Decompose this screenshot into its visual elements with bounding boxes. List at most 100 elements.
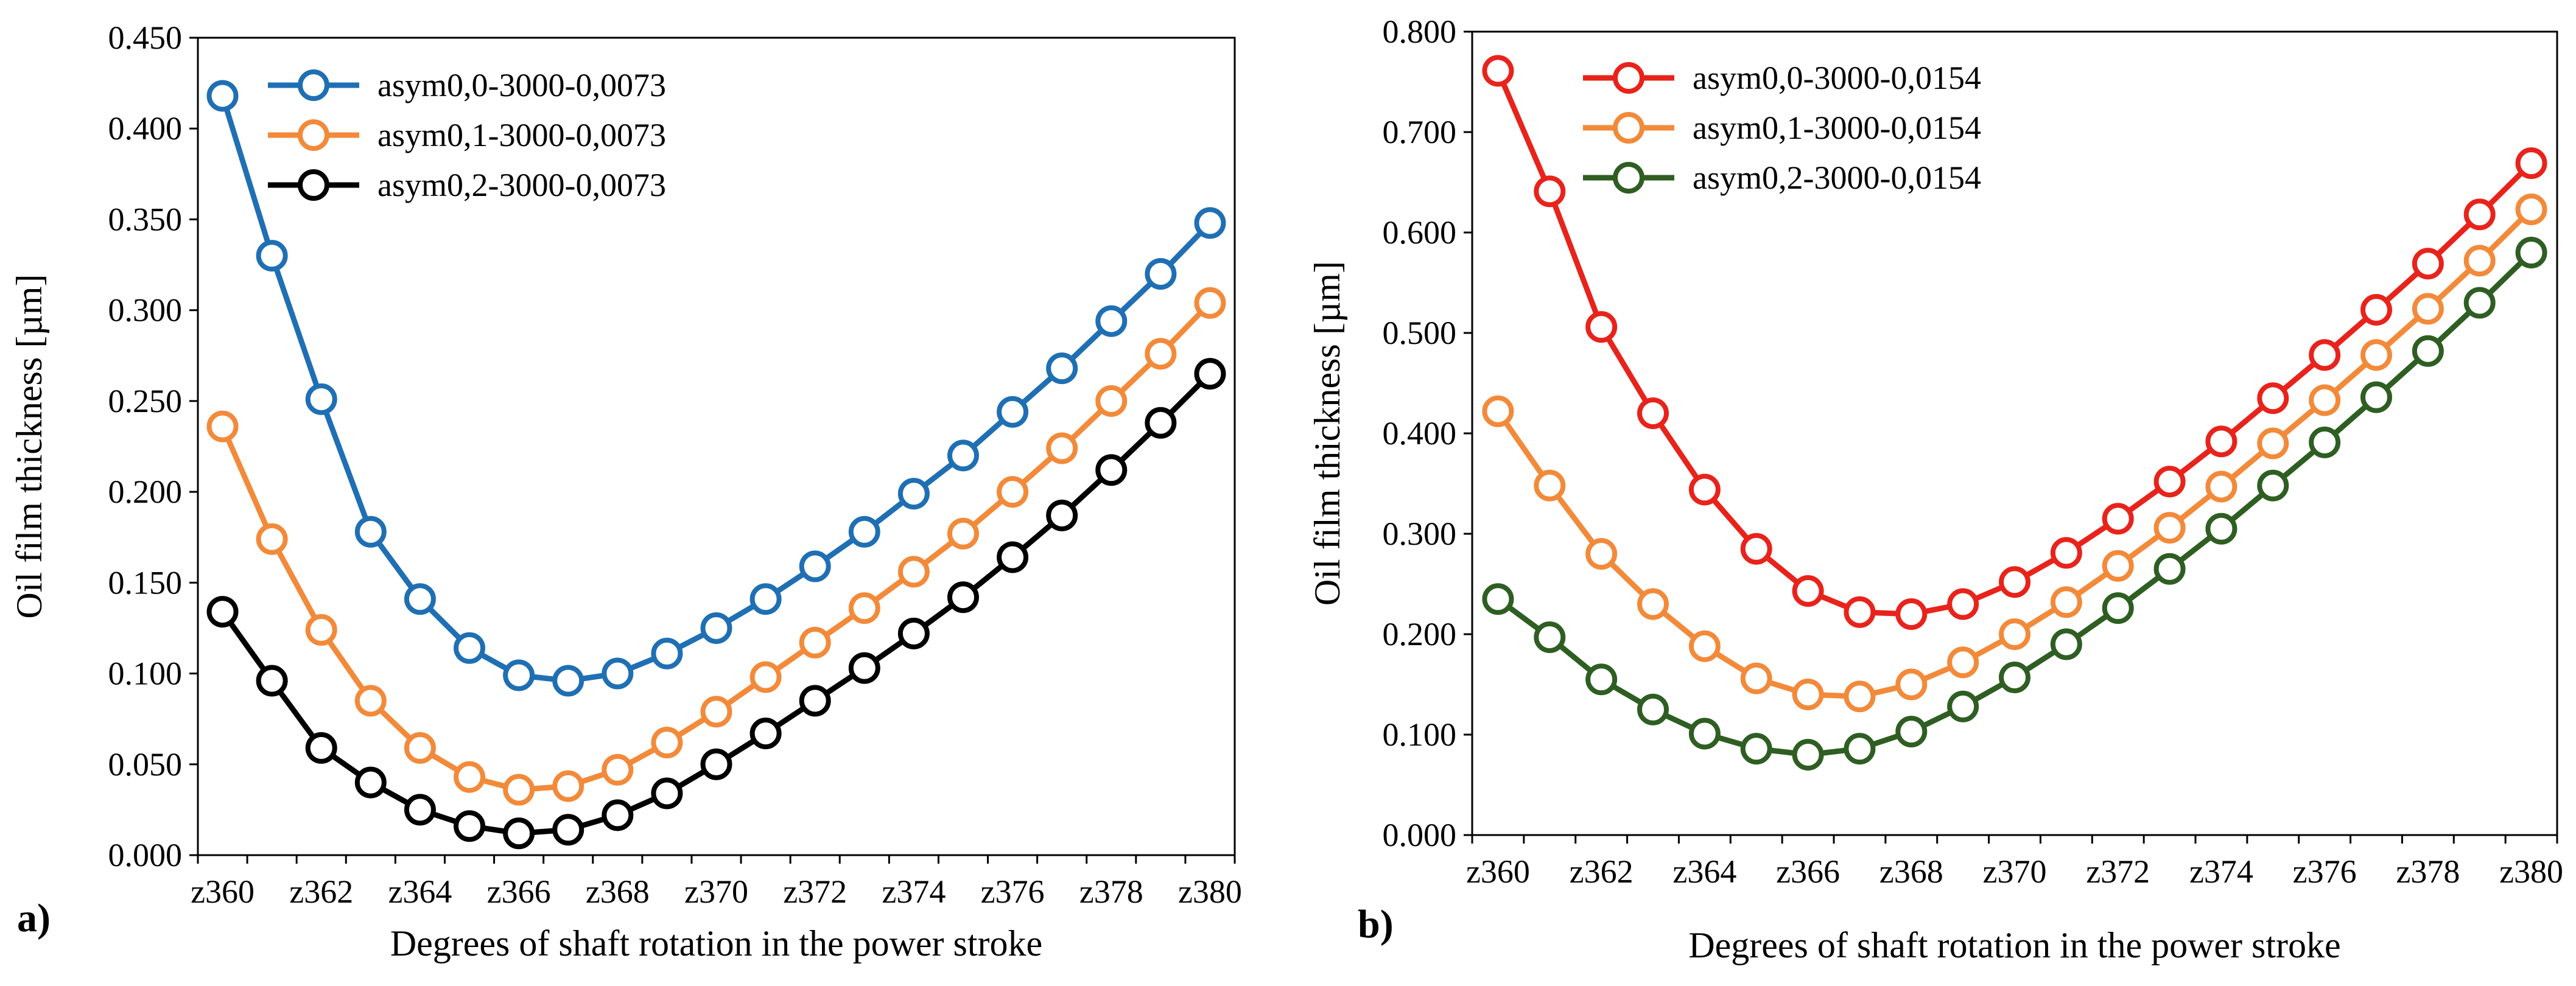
data-point-b-3 <box>2102 592 2134 624</box>
legend-marker-a-1 <box>298 69 329 101</box>
x-tick-label-b: z362 <box>1570 853 1634 890</box>
x-tick-label-a: z376 <box>981 873 1045 910</box>
data-point-b-3 <box>1844 733 1876 765</box>
legend-marker-b-3 <box>1613 162 1644 194</box>
data-point-a-2 <box>503 774 535 806</box>
y-tick-label-b: 0.700 <box>1383 114 1457 150</box>
data-point-a-1 <box>1095 305 1128 337</box>
data-point-b-2 <box>1947 646 1979 679</box>
x-axis-title-a: Degrees of shaft rotation in the power s… <box>390 923 1042 963</box>
data-point-b-1 <box>1688 474 1721 506</box>
y-tick-label-a: 0.150 <box>108 564 183 601</box>
data-point-b-3 <box>2205 512 2237 545</box>
data-point-a-3 <box>602 799 634 831</box>
data-point-a-1 <box>700 612 732 644</box>
data-point-b-3 <box>2257 469 2289 502</box>
y-tick-label-a: 0.450 <box>108 19 183 56</box>
data-point-b-1 <box>1740 533 1772 565</box>
data-point-a-2 <box>848 592 880 624</box>
x-tick-label-a: z366 <box>487 873 551 910</box>
data-point-b-2 <box>2050 586 2082 618</box>
data-point-a-1 <box>454 632 486 664</box>
data-point-b-3 <box>1534 621 1566 653</box>
x-tick-label-b: z368 <box>1879 853 1943 890</box>
data-point-a-2 <box>1095 385 1128 417</box>
data-point-a-3 <box>552 814 584 846</box>
data-point-b-1 <box>2102 503 2134 535</box>
data-point-b-1 <box>2515 147 2547 180</box>
data-point-b-3 <box>2463 287 2496 319</box>
data-point-a-2 <box>602 753 634 786</box>
data-point-b-1 <box>1895 598 1928 630</box>
data-point-b-2 <box>1482 395 1514 427</box>
data-point-b-2 <box>1844 680 1876 713</box>
data-point-a-3 <box>1194 358 1226 390</box>
data-point-a-1 <box>1145 257 1177 290</box>
data-point-a-2 <box>700 696 732 728</box>
data-point-b-2 <box>2463 245 2496 277</box>
x-tick-label-b: z378 <box>2396 853 2460 890</box>
data-point-a-3 <box>206 596 239 628</box>
data-point-a-3 <box>947 581 979 614</box>
data-point-a-1 <box>602 657 634 690</box>
legend-a: asym0,0-3000-0,0073 asym0,1-3000-0,0073 as… <box>268 67 666 203</box>
data-point-a-3 <box>799 685 831 717</box>
legend-label-a-1: asym0,0-3000-0,0073 <box>377 67 666 103</box>
data-point-a-3 <box>651 777 683 809</box>
x-tick-label-a: z364 <box>388 873 452 910</box>
x-tick-label-b: z374 <box>2189 853 2253 890</box>
data-point-b-2 <box>1585 538 1618 570</box>
data-point-b-2 <box>2309 384 2341 416</box>
data-point-a-1 <box>354 516 387 548</box>
y-axis-title-b: Oil film thickness [µm] <box>1307 261 1347 606</box>
data-point-b-2 <box>2102 550 2134 582</box>
data-point-a-2 <box>1194 287 1226 319</box>
data-point-a-2 <box>799 626 831 659</box>
data-point-b-1 <box>1844 596 1876 628</box>
data-point-b-1 <box>2309 339 2341 371</box>
y-tick-label-a: 0.200 <box>108 474 183 510</box>
x-tick-label-b: z380 <box>2499 853 2563 890</box>
data-point-b-3 <box>1688 718 1721 750</box>
y-tick-label-a: 0.100 <box>108 656 183 692</box>
legend-marker-a-3 <box>298 169 329 201</box>
data-point-b-3 <box>2515 237 2547 268</box>
x-axis-a: z360 z362 z364 z366 z368 z370 z372 z374 z376 z378… <box>191 855 1242 910</box>
data-point-b-2 <box>1999 618 2030 650</box>
data-point-b-1 <box>1792 575 1824 607</box>
data-point-b-2 <box>2257 427 2289 460</box>
x-tick-label-b: z370 <box>1983 853 2047 890</box>
series-group-b <box>1482 55 2547 771</box>
data-point-b-2 <box>1637 588 1669 620</box>
data-point-a-2 <box>997 476 1029 508</box>
data-point-b-3 <box>2360 381 2392 413</box>
data-point-a-2 <box>256 523 288 555</box>
y-tick-label-a: 0.050 <box>108 746 183 783</box>
x-tick-label-b: z360 <box>1466 853 1530 890</box>
data-point-a-1 <box>799 550 831 582</box>
y-axis-a: 0.000 0.050 0.100 0.150 0.200 0.250 0.300 0.350… <box>108 19 198 873</box>
data-point-b-3 <box>1585 663 1618 696</box>
data-point-a-3 <box>354 766 387 799</box>
data-point-b-1 <box>2050 537 2082 569</box>
y-tick-label-a: 0.300 <box>108 292 183 329</box>
data-point-b-3 <box>1740 733 1772 765</box>
data-point-b-1 <box>1999 566 2030 598</box>
y-tick-label-a: 0.400 <box>108 110 183 147</box>
y-tick-label-b: 0.500 <box>1383 315 1457 351</box>
data-point-b-3 <box>1999 661 2030 693</box>
data-point-a-1 <box>1046 352 1078 385</box>
data-point-a-2 <box>947 517 979 550</box>
data-point-a-2 <box>749 661 782 693</box>
data-point-b-3 <box>2412 335 2444 367</box>
legend-label-b-2: asym0,1-3000-0,0154 <box>1693 110 1981 146</box>
data-point-a-3 <box>848 652 880 684</box>
data-point-a-2 <box>354 685 387 717</box>
data-point-a-1 <box>947 439 979 472</box>
data-point-a-3 <box>503 817 535 850</box>
chart-b: 0.000 0.100 0.200 0.300 0.400 0.500 0.600 0.700… <box>1307 13 2563 965</box>
data-point-b-1 <box>2412 248 2444 280</box>
x-tick-label-a: z362 <box>289 873 353 910</box>
data-point-a-3 <box>1095 454 1128 486</box>
series-group-a <box>206 80 1226 850</box>
